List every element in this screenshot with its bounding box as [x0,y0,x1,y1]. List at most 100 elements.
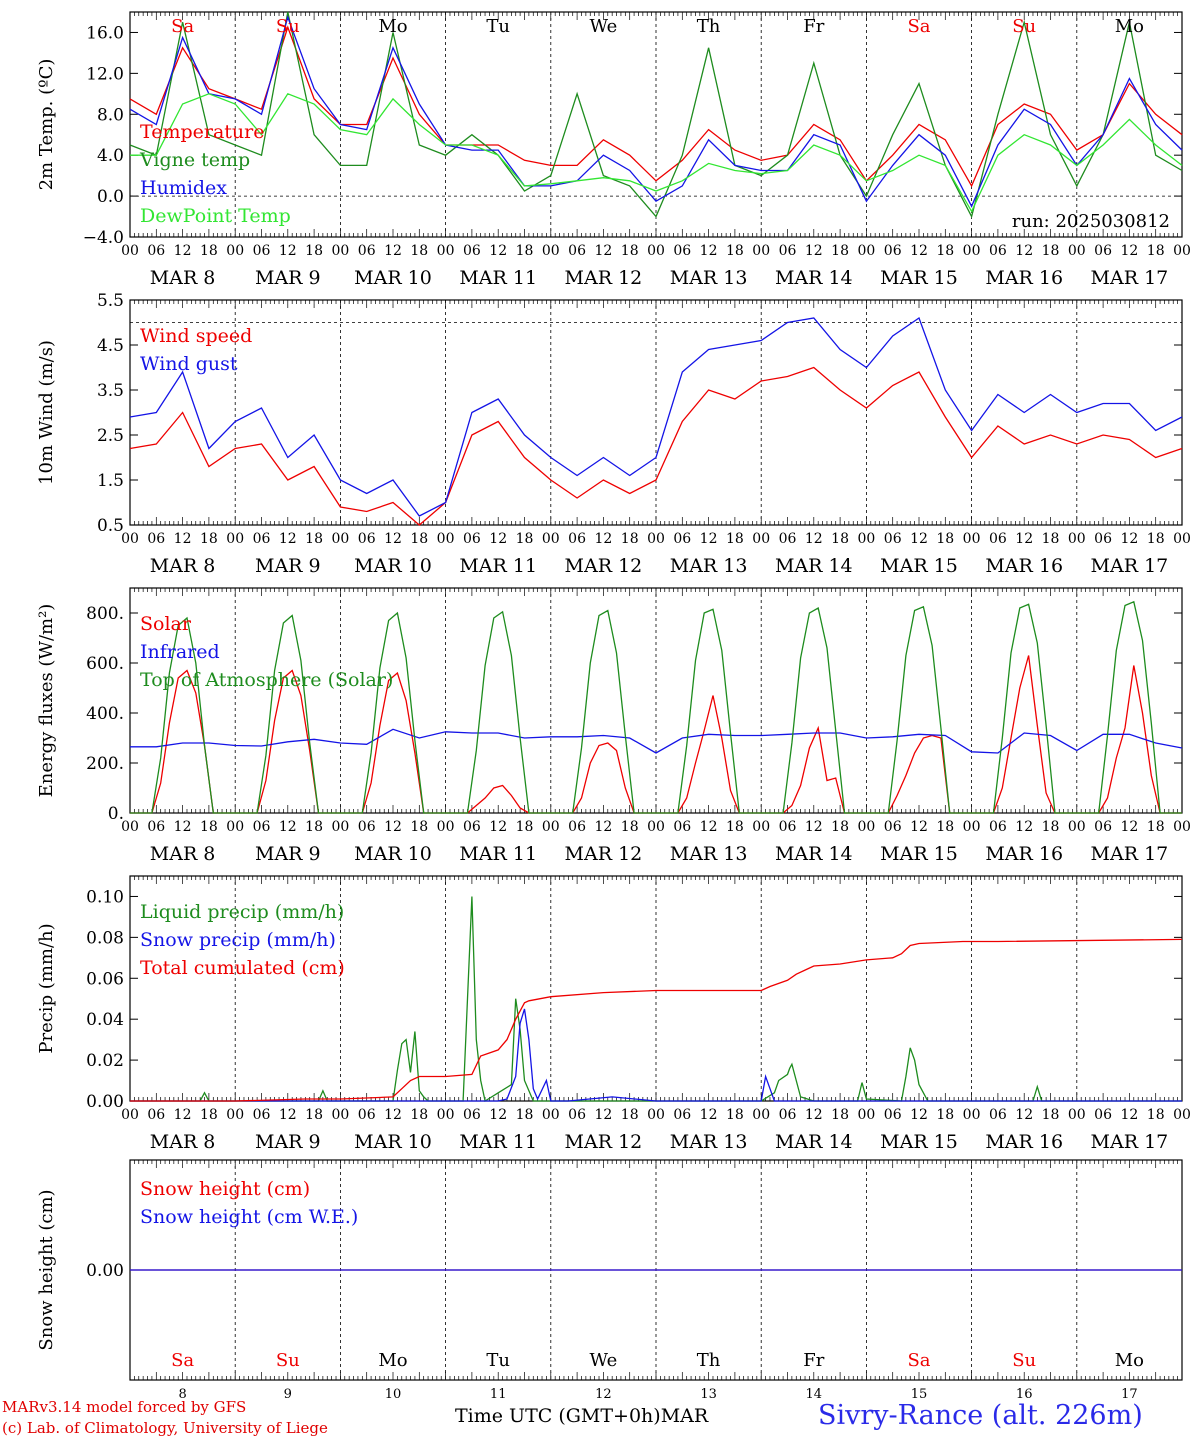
hour-tick-label: 12 [384,819,402,835]
hour-tick-label: 12 [910,1107,928,1123]
hour-tick-label: 00 [226,819,244,835]
day-label: MAR 12 [565,1131,643,1153]
hour-tick-label: 18 [621,1107,639,1123]
hour-tick-label: 12 [1015,819,1033,835]
hour-tick-label: 00 [542,1107,560,1123]
hour-tick-label: 00 [1068,1107,1086,1123]
hour-tick-label: 00 [752,819,770,835]
hour-tick-label: 12 [279,531,297,547]
hour-tick-label: 12 [1120,531,1138,547]
hour-tick-label: 06 [568,243,586,259]
hour-tick-label: 06 [673,1107,691,1123]
legend-entry: Wind gust [140,353,238,375]
hour-tick-label: 00 [752,243,770,259]
hour-tick-label: 00 [1173,819,1191,835]
hour-tick-label: 00 [331,531,349,547]
hour-tick-label: 06 [253,531,271,547]
hour-tick-label: 06 [989,531,1007,547]
y-tick-label: 200. [86,754,124,774]
y-tick-label: 0.02 [86,1051,124,1071]
hour-tick-label: 00 [647,531,665,547]
hour-tick-label: 12 [1120,243,1138,259]
day-label: MAR 15 [880,267,958,289]
day-label: MAR 8 [150,555,216,577]
hour-tick-label: 00 [1068,819,1086,835]
day-label: MAR 16 [985,1131,1063,1153]
hour-tick-label: 06 [1094,1107,1112,1123]
hour-tick-label: 18 [621,243,639,259]
plot-frame [129,587,1183,814]
hour-tick-label: 06 [568,819,586,835]
day-label: MAR 14 [775,267,853,289]
y-axis-label: Precip (mm/h) [36,923,57,1053]
day-label: MAR 9 [255,843,321,865]
hour-tick-label: 12 [594,819,612,835]
hour-tick-label: 06 [673,243,691,259]
hour-tick-label: 18 [726,1107,744,1123]
hour-tick-label: 18 [726,819,744,835]
date-label: 16 [1016,1387,1033,1402]
panel-2: 0.5 1.5 2.5 3.5 4.5 5.5 10m Wind (m/s) Wind spe… [36,291,1191,577]
day-label: MAR 16 [985,267,1063,289]
hour-tick-label: 18 [1042,819,1060,835]
weekday-label: Su [1012,16,1036,37]
hour-tick-label: 12 [1120,819,1138,835]
hour-tick-label: 06 [779,819,797,835]
day-label: MAR 11 [459,267,537,289]
series-line [129,14,1183,208]
hour-tick-label: 00 [437,243,455,259]
weekday-label: Fr [803,16,824,37]
hour-tick-label: 18 [1147,531,1165,547]
weekday-label: Sa [907,1350,930,1371]
weekday-label: Th [697,16,721,37]
hour-tick-label: 06 [358,819,376,835]
date-label: 9 [284,1387,292,1402]
hour-tick-label: 18 [831,819,849,835]
hour-tick-label: 06 [989,243,1007,259]
hour-tick-label: 18 [936,819,954,835]
y-tick-label: 0.5 [97,516,124,536]
legend-entry: Snow height (cm) [140,1178,310,1200]
day-label: MAR 17 [1091,1131,1169,1153]
hour-tick-label: 06 [884,531,902,547]
day-label: MAR 10 [354,843,432,865]
hour-tick-label: 00 [121,243,139,259]
y-tick-label: 0. [108,804,124,824]
hour-tick-label: 06 [884,1107,902,1123]
day-label: MAR 14 [775,555,853,577]
date-label: 17 [1121,1387,1138,1402]
hour-tick-label: 00 [647,243,665,259]
hour-tick-label: 18 [1147,1107,1165,1123]
hour-tick-label: 06 [463,531,481,547]
legend-entry: Humidex [140,177,227,199]
y-tick-label: 4.0 [97,146,124,166]
hour-tick-label: 06 [147,1107,165,1123]
hour-tick-label: 06 [253,819,271,835]
weekday-label: Sa [171,1350,194,1371]
hour-tick-label: 06 [884,243,902,259]
hour-tick-label: 18 [1042,1107,1060,1123]
hour-tick-label: 00 [752,531,770,547]
day-label: MAR 12 [565,843,643,865]
day-label: MAR 15 [880,1131,958,1153]
series-line [130,600,1182,814]
hour-tick-label: 12 [384,1107,402,1123]
y-axis-label: Snow height (cm) [36,1189,57,1350]
hour-tick-label: 18 [410,1107,428,1123]
legend-entry: Liquid precip (mm/h) [140,901,344,923]
hour-tick-label: 00 [226,1107,244,1123]
hour-tick-label: 00 [121,1107,139,1123]
hour-tick-label: 00 [437,1107,455,1123]
hour-tick-label: 18 [410,243,428,259]
day-label: MAR 10 [354,555,432,577]
hour-tick-label: 06 [779,243,797,259]
hour-tick-label: 00 [121,531,139,547]
hour-tick-label: 00 [331,819,349,835]
hour-tick-label: 00 [226,243,244,259]
date-label: 8 [178,1387,186,1402]
hour-tick-label: 06 [989,1107,1007,1123]
hour-tick-label: 00 [857,531,875,547]
hour-tick-label: 12 [489,531,507,547]
hour-tick-label: 06 [358,243,376,259]
